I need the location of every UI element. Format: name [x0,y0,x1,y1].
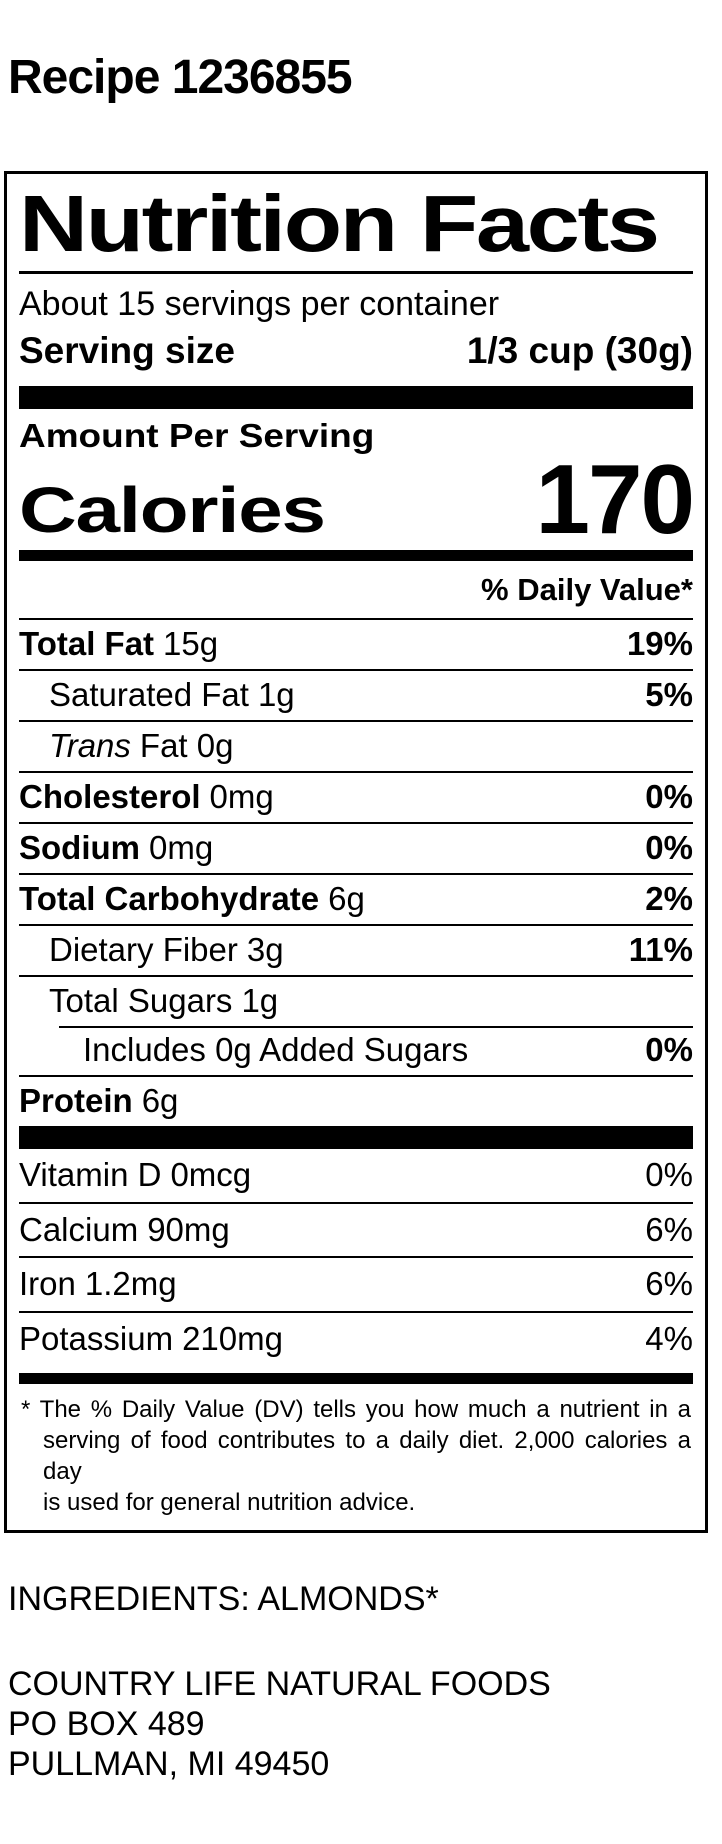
footnote: * The % Daily Value (DV) tells you how m… [19,1384,693,1522]
nutrient-row-cholesterol: Cholesterol 0mg 0% [19,771,693,822]
nutrient-name: Trans [49,727,131,765]
nutrient-dv: 0% [645,828,693,866]
separator-thick [19,1125,693,1149]
calories-value: 170 [535,443,695,554]
vitamin-name-amount: Iron 1.2mg [19,1265,177,1303]
nutrient-row-protein: Protein 6g [19,1074,693,1126]
address-block: COUNTRY LIFE NATURAL FOODS PO BOX 489 PU… [8,1664,708,1784]
title-rule [19,270,693,274]
footnote-text: The % Daily Value (DV) tells you how muc… [39,1396,692,1424]
address-line-city: PULLMAN, MI 49450 [8,1745,330,1784]
nutrient-dv: 19% [626,625,693,663]
vitamin-dv: 6% [645,1210,693,1248]
nutrient-name-amount: Total Carbohydrate 6g [19,880,365,918]
nutrient-amount: Fat 0g [139,727,234,765]
nutrient-name: Total Carbohydrate [19,879,320,917]
nutrient-name: Cholesterol [19,778,201,816]
vitamin-name-amount: Vitamin D 0mcg [19,1156,251,1194]
vitamin-name: Potassium [19,1320,174,1358]
nutrient-name-amount: Sodium 0mg [19,829,213,867]
nutrient-dv: 0% [645,778,693,816]
separator-medium [19,550,693,562]
nutrient-name: Total Sugars [49,981,233,1019]
serving-size-row: Serving size 1/3 cup (30g) [19,329,693,373]
vitamin-name: Iron [19,1265,76,1303]
nutrient-name-amount: Trans Fat 0g [49,727,233,765]
vitamin-name: Vitamin D [19,1155,162,1193]
nutrient-name: Sodium [19,828,140,866]
nutrient-row-total-sugars: Total Sugars 1g [19,974,693,1026]
nutrient-name: Saturated Fat [49,676,249,714]
nutrient-dv: 0% [645,1030,693,1068]
nutrient-row-saturated-fat: Saturated Fat 1g 5% [19,669,693,720]
vitamin-name: Calcium [19,1210,139,1248]
amount-per-serving-label: Amount Per Serving [19,416,375,454]
address-line-pobox: PO BOX 489 [8,1705,205,1744]
ingredients-line: INGREDIENTS: ALMONDS* [8,1580,439,1619]
nutrient-amount: 3g [246,930,284,968]
vitamin-dv: 0% [645,1155,693,1193]
nutrient-amount: 6g [328,879,365,917]
nutrient-row-total-fat: Total Fat 15g 19% [19,618,693,669]
serving-size-value: 1/3 cup (30g) [466,330,693,372]
vitamin-row-calcium: Calcium 90mg 6% [19,1201,693,1257]
nutrient-name-amount: Total Fat 15g [19,625,218,663]
nutrient-amount: 6g [141,1081,179,1119]
nutrient-row-sodium: Sodium 0mg 0% [19,821,693,873]
address-line-company: COUNTRY LIFE NATURAL FOODS [8,1665,551,1704]
vitamin-dv: 6% [645,1265,693,1303]
nutrient-name-amount: Dietary Fiber 3g [49,931,284,969]
footnote-line: * The % Daily Value (DV) tells you how m… [21,1394,691,1425]
vitamin-row-iron: Iron 1.2mg 6% [19,1256,693,1311]
serving-size-label: Serving size [19,330,235,372]
nutrient-name: Total Fat [19,625,155,663]
separator-thick [19,385,693,409]
footnote-line: is used for general nutrition advice. [43,1489,416,1517]
footnote-line: serving of food contributes to a daily d… [43,1427,691,1486]
servings-per-container: About 15 servings per container [19,284,500,323]
nutrient-amount: 1g [241,981,279,1019]
nutrient-dv: 5% [645,676,693,714]
nutrient-amount: 1g [257,676,295,714]
vitamin-dv: 4% [645,1320,693,1358]
vitamin-amount: 210mg [182,1320,283,1358]
nutrient-name-amount: Protein 6g [19,1082,178,1120]
vitamin-amount: 90mg [147,1210,230,1248]
vitamin-name-amount: Calcium 90mg [19,1211,230,1249]
nutrient-row-added-sugars: Includes 0g Added Sugars 0% [19,1025,693,1075]
nutrient-name-amount: Saturated Fat 1g [49,676,295,714]
nutrient-dv: 2% [645,879,693,917]
daily-value-header: % Daily Value* [481,572,693,608]
nutrient-amount: 0mg [149,828,214,866]
calories-label: Calories [19,474,326,547]
nutrient-amount: 15g [163,625,219,663]
vitamin-name-amount: Potassium 210mg [19,1320,283,1358]
nutrient-name: Dietary Fiber [49,930,238,968]
footnote-asterisk: * [21,1396,31,1424]
nutrient-name-amount: Includes 0g Added Sugars [83,1031,468,1069]
nutrition-facts-title: Nutrition Facts [19,178,660,268]
nutrient-row-total-carbohydrate: Total Carbohydrate 6g 2% [19,872,693,924]
separator-medium [19,1373,693,1385]
nutrient-row-dietary-fiber: Dietary Fiber 3g 11% [19,923,693,975]
vitamin-amount: 0mcg [170,1155,252,1193]
recipe-title: Recipe 1236855 [8,51,353,104]
nutrient-dv: 11% [628,930,693,968]
nutrition-facts-box: Nutrition Facts About 15 servings per co… [4,170,708,1534]
vitamin-row-potassium: Potassium 210mg 4% [19,1311,693,1366]
nutrient-name-amount: Total Sugars 1g [49,982,278,1020]
vitamin-amount: 1.2mg [84,1265,177,1303]
nutrient-name-amount: Cholesterol 0mg [19,778,274,816]
calories-row: Calories 170 [19,443,695,554]
nutrient-row-trans-fat: Trans Fat 0g [19,720,693,771]
nutrient-amount: 0mg [209,778,274,816]
nutrient-name: Protein [19,1081,133,1119]
nutrient-name: Includes 0g Added Sugars [83,1030,469,1068]
vitamin-row-vitamin-d: Vitamin D 0mcg 0% [19,1149,693,1202]
